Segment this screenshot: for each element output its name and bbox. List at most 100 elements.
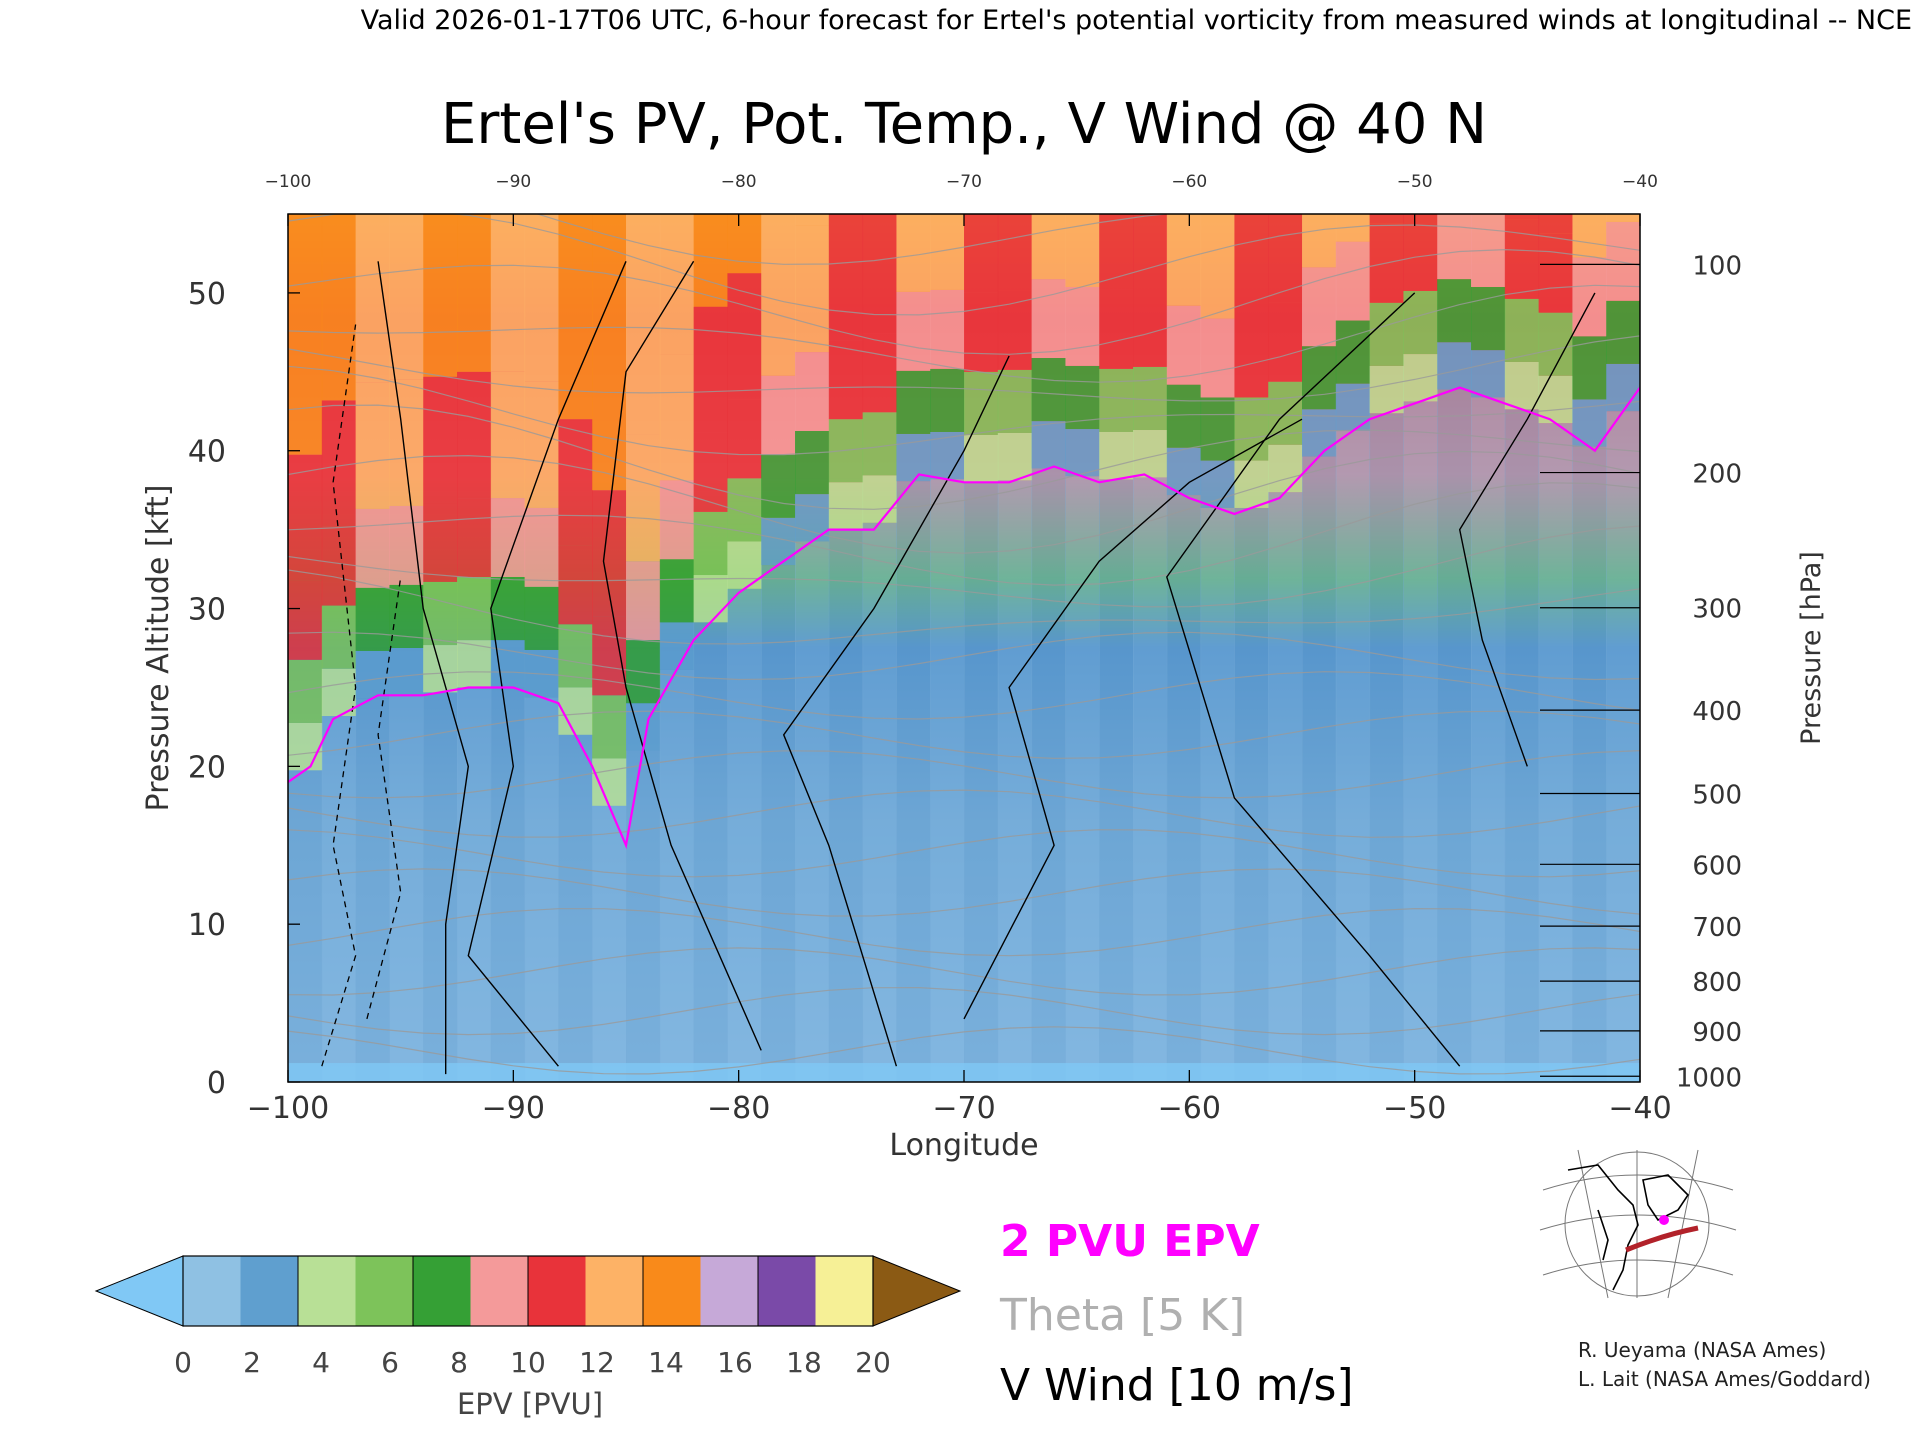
colorbar-tick-label: 8 xyxy=(450,1346,468,1379)
colorbar-low-extension xyxy=(94,1255,184,1327)
colorbar-tick-label: 16 xyxy=(717,1346,753,1379)
x-top-tick-label: −50 xyxy=(1397,172,1433,192)
legend: 2 PVU EPV Theta [5 K] V Wind [10 m/s] xyxy=(999,1216,1354,1411)
colorbar-swatch xyxy=(815,1256,873,1326)
x-top-tick-label: −80 xyxy=(721,172,757,192)
pressure-tick-label: 800 xyxy=(1692,968,1742,998)
vwind-contour xyxy=(377,261,470,1075)
theta-contour xyxy=(535,214,1598,265)
theta-contour xyxy=(288,947,1640,996)
vwind-contour xyxy=(1458,292,1596,767)
colorbar-swatch xyxy=(413,1256,471,1326)
colorbar-tick-label: 2 xyxy=(243,1346,261,1379)
contour-layer xyxy=(288,214,1640,1075)
colorbar-tick-label: 12 xyxy=(579,1346,615,1379)
colorbar-swatch xyxy=(183,1256,241,1326)
vwind-contour xyxy=(963,418,1303,1020)
axes: −100 −100 −90 −90 −80 −80 −70 −70 −60 −60 −50 −50 −4… xyxy=(188,172,1742,1126)
colorbar-tick-label: 14 xyxy=(648,1346,684,1379)
x-axis-label: Longitude xyxy=(889,1128,1038,1163)
y-tick-label: 50 xyxy=(188,277,226,312)
theta-contour xyxy=(288,868,1640,917)
vwind-contour xyxy=(602,260,762,1051)
pressure-tick-label: 300 xyxy=(1692,595,1742,625)
x-top-tick-label: −100 xyxy=(265,172,312,192)
header-text: Valid 2026-01-17T06 UTC, 6-hour forecast… xyxy=(361,5,1912,36)
colorbar-tick-label: 10 xyxy=(510,1346,546,1379)
pressure-tick-label: 700 xyxy=(1692,913,1742,943)
colorbar: 0 2 4 6 8 10 12 14 16 18 20 xyxy=(94,1255,962,1379)
y-tick-label: 40 xyxy=(188,435,226,470)
x-tick-label: −90 xyxy=(482,1091,545,1126)
colorbar-swatch xyxy=(585,1256,643,1326)
colorbar-swatch xyxy=(240,1256,298,1326)
x-tick-label: −40 xyxy=(1608,1091,1671,1126)
colorbar-swatch xyxy=(355,1256,413,1326)
pressure-tick-label: 1000 xyxy=(1676,1063,1742,1093)
colorbar-label: EPV [PVU] xyxy=(457,1387,603,1421)
colorbar-swatch xyxy=(758,1256,816,1326)
colorbar-tick-label: 18 xyxy=(786,1346,822,1379)
theta-contour xyxy=(288,631,1640,681)
credit-line-1: R. Ueyama (NASA Ames) xyxy=(1578,1338,1826,1362)
theta-contour xyxy=(288,335,1640,402)
y2-axis-label: Pressure [hPa] xyxy=(1796,551,1827,745)
theta-contour xyxy=(288,671,1640,720)
legend-2pvu: 2 PVU EPV xyxy=(1000,1216,1260,1267)
x-top-tick-label: −60 xyxy=(1171,172,1207,192)
x-tick-label: −100 xyxy=(247,1091,329,1126)
pv2-contour xyxy=(288,386,1640,850)
y-tick-label: 30 xyxy=(188,593,226,628)
legend-vwind: V Wind [10 m/s] xyxy=(1000,1360,1354,1411)
pressure-tick-label: 600 xyxy=(1692,851,1742,881)
theta-contour xyxy=(288,986,1640,1036)
theta-contour xyxy=(288,404,1640,510)
y-tick-label: 20 xyxy=(188,750,226,785)
credit-line-2: L. Lait (NASA Ames/Goddard) xyxy=(1578,1367,1871,1391)
colorbar-swatch xyxy=(528,1256,586,1326)
theta-contour xyxy=(288,450,1640,554)
x-tick-label: −60 xyxy=(1158,1091,1221,1126)
plot-area xyxy=(287,213,1641,1083)
y-axis-label: Pressure Altitude [kft] xyxy=(141,485,176,812)
theta-contour xyxy=(288,907,1640,957)
vwind-negative-contour xyxy=(321,324,357,1067)
pressure-tick-label: 100 xyxy=(1692,251,1742,281)
pressure-tick-label: 400 xyxy=(1692,697,1742,727)
chart-title: Ertel's PV, Pot. Temp., V Wind @ 40 N xyxy=(441,92,1487,157)
pressure-tick-label: 200 xyxy=(1692,460,1742,490)
theta-contour xyxy=(288,525,1640,608)
pressure-tick-label: 900 xyxy=(1692,1018,1742,1048)
theta-contour xyxy=(288,710,1640,760)
colorbar-swatch xyxy=(700,1256,758,1326)
pressure-tick-label: 500 xyxy=(1692,780,1742,810)
colorbar-high-extension xyxy=(872,1255,962,1327)
vwind-contour xyxy=(1166,292,1461,1067)
x-tick-label: −70 xyxy=(932,1091,995,1126)
theta-contour xyxy=(288,569,1640,645)
theta-contour xyxy=(288,750,1640,799)
vwind-negative-contour xyxy=(366,576,402,1020)
x-top-tick-label: −90 xyxy=(495,172,531,192)
inset-map xyxy=(1538,1149,1737,1299)
colorbar-tick-label: 20 xyxy=(855,1346,891,1379)
theta-contour xyxy=(288,365,1640,456)
credits-block: R. Ueyama (NASA Ames) L. Lait (NASA Ames… xyxy=(1578,1338,1871,1391)
theta-contour xyxy=(288,829,1640,878)
y-tick-label: 0 xyxy=(207,1066,226,1101)
theta-contour xyxy=(288,482,1640,586)
x-tick-label: −80 xyxy=(707,1091,770,1126)
x-tick-label: −50 xyxy=(1383,1091,1446,1126)
x-top-tick-label: −70 xyxy=(946,172,982,192)
y-tick-label: 10 xyxy=(188,908,226,943)
colorbar-swatch xyxy=(298,1256,356,1326)
legend-theta: Theta [5 K] xyxy=(999,1290,1245,1341)
colorbar-frame xyxy=(182,1255,874,1327)
theta-contour xyxy=(288,248,1640,355)
theta-contour xyxy=(288,789,1640,838)
vwind-contour xyxy=(782,355,1010,1067)
colorbar-tick-label: 6 xyxy=(381,1346,399,1379)
colorbar-tick-label: 0 xyxy=(174,1346,192,1379)
theta-contour xyxy=(288,284,1640,383)
